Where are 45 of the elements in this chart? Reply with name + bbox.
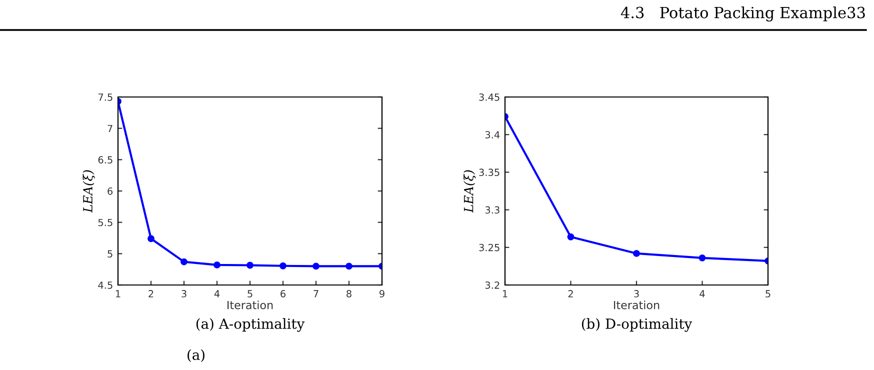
point — [180, 258, 188, 266]
x-tick-label: 1 — [116, 290, 120, 298]
point — [246, 262, 254, 269]
text: 4.3 Potato Packing Example33 — [620, 6, 865, 22]
y-tick-label: 5.5 — [98, 218, 112, 226]
x-tick-label: 2 — [568, 290, 573, 298]
y-tick-label: 3.2 — [485, 281, 500, 289]
y-tick-label: 7.5 — [98, 94, 112, 101]
point — [148, 235, 154, 242]
y-tick-label: 6 — [108, 187, 113, 195]
text: (a) — [188, 349, 204, 362]
x-tick-label: 4 — [214, 290, 220, 298]
point — [698, 254, 706, 262]
x-axis-title: Iteration — [614, 300, 660, 310]
point — [633, 250, 640, 257]
y-tick-label: 7 — [108, 124, 112, 132]
y-tick-label: 3.35 — [479, 168, 500, 176]
x-tick-label: 3 — [634, 290, 639, 298]
y-tick-label: 3.4 — [485, 131, 500, 138]
text: (b) D-optimality — [582, 318, 692, 332]
x-tick-label: 7 — [314, 290, 318, 298]
x-tick-label: 1 — [502, 290, 508, 298]
text: (a) A-optimality — [196, 318, 305, 332]
x-tick-label: 3 — [182, 290, 186, 298]
point — [280, 262, 286, 270]
x-tick-label: 4 — [700, 290, 705, 298]
y-tick-label: 3.25 — [479, 244, 500, 252]
point — [312, 262, 320, 270]
x-axis-title: Iteration — [228, 300, 273, 310]
y-tick-label: 3.45 — [479, 93, 500, 101]
point — [567, 233, 574, 240]
x-tick-label: 8 — [346, 290, 352, 298]
x-tick-label: 6 — [280, 290, 286, 298]
point — [214, 261, 220, 268]
y-axis-title: LEA(ξ) — [82, 170, 95, 213]
y-axis-title: LEA(ξ) — [464, 170, 476, 213]
y-tick-label: 4.5 — [98, 282, 112, 289]
point — [346, 262, 352, 270]
x-tick-label: 5 — [766, 290, 770, 298]
y-tick-label: 3.3 — [485, 206, 500, 214]
y-tick-label: 5 — [108, 250, 112, 258]
x-tick-label: 9 — [380, 290, 384, 298]
x-tick-label: 2 — [148, 290, 154, 298]
x-tick-label: 5 — [248, 290, 252, 298]
y-tick-label: 6.5 — [98, 156, 112, 164]
